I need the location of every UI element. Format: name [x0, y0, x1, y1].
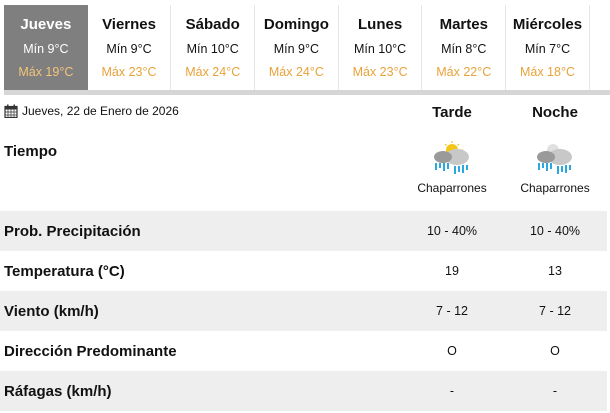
- value-tarde: -: [449, 384, 455, 398]
- column-tarde: Tarde: [432, 104, 472, 121]
- row-temperatura: Temperatura (°C) 19 13: [0, 251, 607, 291]
- max-temp: Máx 18°C: [519, 65, 575, 79]
- row-rafagas: Ráfagas (km/h) - -: [0, 371, 607, 411]
- min-temp: Mín 7°C: [524, 42, 571, 56]
- max-temp: Máx 23°C: [101, 65, 157, 79]
- day-name: Martes: [439, 16, 488, 33]
- day-name: Jueves: [20, 16, 72, 33]
- value-tarde: 19: [445, 264, 459, 278]
- row-label: Ráfagas (km/h): [4, 382, 112, 400]
- row-label: Tiempo: [4, 143, 58, 160]
- tab-domingo[interactable]: Domingo Mín 9°C Máx 24°C: [255, 5, 339, 90]
- value-noche: O: [550, 344, 560, 358]
- row-label: Viento (km/h): [4, 302, 99, 320]
- row-tiempo: Tiempo: [0, 135, 607, 210]
- tab-lunes[interactable]: Lunes Mín 10°C Máx 23°C: [339, 5, 423, 90]
- day-name: Miércoles: [512, 16, 583, 33]
- value-noche: 7 - 12: [539, 304, 571, 318]
- min-temp: Mín 10°C: [353, 42, 407, 56]
- value-noche: 10 - 40%: [529, 224, 581, 238]
- tab-martes[interactable]: Martes Mín 8°C Máx 22°C: [422, 5, 507, 90]
- min-temp: Mín 9°C: [23, 42, 69, 56]
- row-label: Prob. Precipitación: [4, 222, 141, 240]
- min-temp: Mín 9°C: [106, 42, 152, 56]
- weather-text: Chaparrones: [520, 181, 590, 195]
- tab-jueves[interactable]: Jueves Mín 9°C Máx 19°C: [4, 5, 88, 90]
- row-label: Dirección Predominante: [4, 342, 177, 360]
- max-temp: Máx 23°C: [352, 65, 408, 79]
- row-label: Temperatura (°C): [4, 262, 125, 280]
- value-tarde: O: [447, 344, 457, 358]
- value-noche: -: [552, 384, 558, 398]
- date-label: Jueves, 22 de Enero de 2026: [4, 104, 179, 118]
- value-tarde: 10 - 40%: [426, 224, 478, 238]
- sun-cloud-rain-icon: [434, 141, 469, 174]
- value-tarde: 7 - 12: [436, 304, 468, 318]
- calendar-icon: [4, 104, 18, 118]
- max-temp: Máx 24°C: [268, 65, 324, 79]
- day-name: Sábado: [185, 16, 240, 33]
- row-direccion: Dirección Predominante O O: [0, 331, 607, 371]
- moon-cloud-rain-icon: [537, 144, 572, 174]
- day-tabs: Jueves Mín 9°C Máx 19°C Viernes Mín 9°C Máx …: [4, 5, 590, 90]
- day-name: Lunes: [358, 16, 403, 33]
- value-noche: 13: [548, 264, 562, 278]
- weather-tarde: Chaparrones: [402, 140, 502, 195]
- weather-noche: Chaparrones: [505, 140, 605, 195]
- max-temp: Máx 22°C: [436, 65, 492, 79]
- tabs-divider: [4, 90, 610, 95]
- tab-miercoles[interactable]: Miércoles Mín 7°C Máx 18°C: [506, 5, 590, 90]
- weather-text: Chaparrones: [417, 181, 487, 195]
- min-temp: Mín 8°C: [441, 42, 487, 56]
- row-precipitacion: Prob. Precipitación 10 - 40% 10 - 40%: [0, 211, 607, 251]
- day-name: Viernes: [102, 16, 156, 33]
- min-temp: Mín 9°C: [273, 42, 320, 56]
- max-temp: Máx 24°C: [185, 65, 241, 79]
- tab-viernes[interactable]: Viernes Mín 9°C Máx 23°C: [88, 5, 172, 90]
- day-name: Domingo: [263, 16, 329, 33]
- row-viento: Viento (km/h) 7 - 12 7 - 12: [0, 291, 607, 331]
- max-temp: Máx 19°C: [18, 65, 74, 79]
- min-temp: Mín 10°C: [186, 42, 239, 56]
- tab-sabado[interactable]: Sábado Mín 10°C Máx 24°C: [171, 5, 256, 90]
- date-text: Jueves, 22 de Enero de 2026: [22, 104, 179, 118]
- column-noche: Noche: [532, 104, 578, 121]
